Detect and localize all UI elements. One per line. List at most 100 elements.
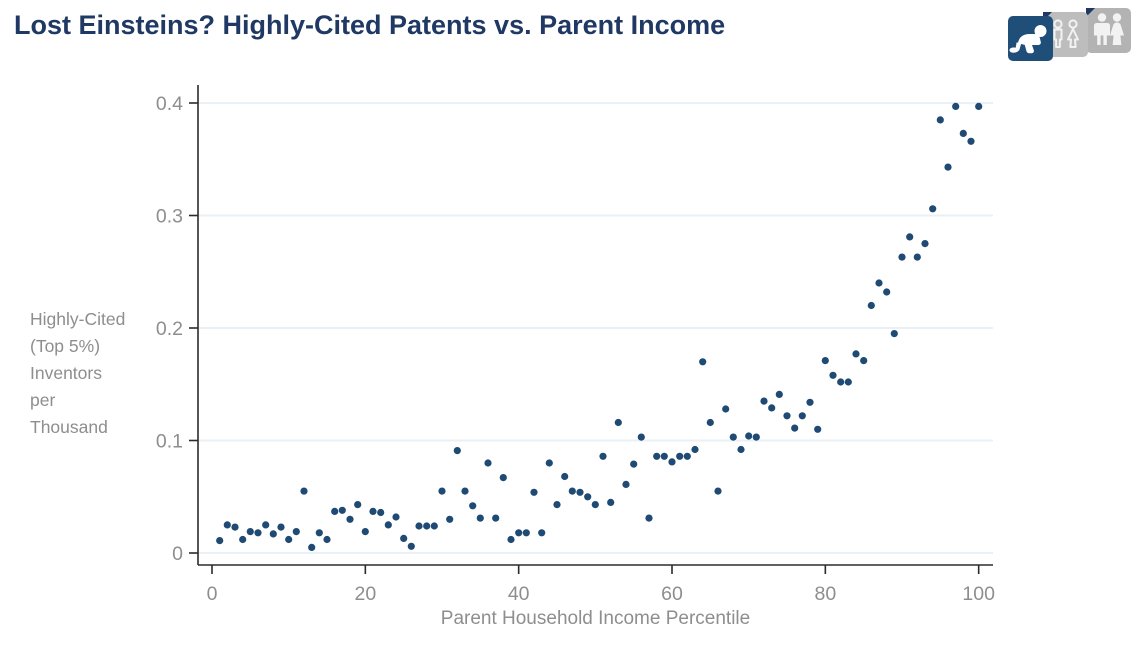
data-point xyxy=(361,528,369,536)
data-point xyxy=(384,521,392,529)
data-point xyxy=(614,418,622,427)
data-point xyxy=(645,514,653,522)
data-point xyxy=(860,357,868,365)
data-point xyxy=(476,514,484,522)
data-point xyxy=(890,330,898,338)
page-title: Lost Einsteins? Highly-Cited Patents vs.… xyxy=(14,10,726,40)
data-point xyxy=(561,472,569,481)
data-point xyxy=(967,137,975,145)
data-point xyxy=(461,487,469,495)
data-point xyxy=(308,543,316,552)
data-point xyxy=(936,116,944,124)
data-point xyxy=(852,350,860,358)
data-point xyxy=(745,432,753,440)
data-point xyxy=(484,459,492,467)
data-point xyxy=(285,535,293,544)
data-point xyxy=(492,514,500,522)
data-point xyxy=(706,418,714,427)
data-point xyxy=(377,508,385,517)
x-axis-label: Parent Household Income Percentile xyxy=(440,608,751,629)
data-point xyxy=(415,522,423,530)
data-point xyxy=(423,522,431,530)
data-point xyxy=(737,445,745,454)
data-point xyxy=(752,433,760,441)
data-point xyxy=(607,498,615,506)
data-point xyxy=(798,412,806,420)
data-point xyxy=(499,474,507,482)
data-point xyxy=(883,288,891,296)
data-point xyxy=(469,502,477,510)
data-point xyxy=(944,163,952,171)
data-point xyxy=(522,529,530,537)
data-point xyxy=(407,542,415,550)
data-point xyxy=(338,506,346,514)
data-point xyxy=(791,424,799,432)
age-group-toggle xyxy=(1005,5,1140,65)
data-point xyxy=(223,521,231,529)
data-point xyxy=(653,452,661,460)
baby-toggle-button[interactable] xyxy=(1008,16,1053,61)
data-point xyxy=(576,488,584,496)
data-point xyxy=(584,493,592,501)
data-point xyxy=(400,534,408,543)
data-point xyxy=(691,445,699,454)
data-point xyxy=(714,487,722,495)
data-point xyxy=(676,452,684,460)
data-point xyxy=(768,404,776,412)
data-point xyxy=(829,371,837,379)
adults-toggle-button[interactable] xyxy=(1086,8,1131,53)
y-tick-label: 0.3 xyxy=(156,206,183,228)
y-axis-label: Highly-Cited (Top 5%) Inventors per Thou… xyxy=(30,309,126,437)
data-point xyxy=(867,301,875,310)
data-point xyxy=(921,240,929,248)
y-tick-label: 0.2 xyxy=(156,318,183,340)
data-point xyxy=(292,528,300,536)
data-point xyxy=(323,535,331,544)
data-point xyxy=(959,129,967,137)
data-point xyxy=(369,507,377,515)
x-tick-label: 100 xyxy=(962,583,995,605)
data-point xyxy=(729,433,737,441)
data-point xyxy=(821,357,829,365)
data-point xyxy=(216,537,224,545)
data-point xyxy=(530,488,538,496)
data-point xyxy=(438,487,446,495)
data-point xyxy=(683,452,691,460)
data-point xyxy=(875,279,883,287)
data-point xyxy=(668,458,676,466)
data-point xyxy=(269,530,277,538)
data-point xyxy=(844,378,852,386)
data-point xyxy=(262,521,270,529)
data-point xyxy=(446,515,454,523)
data-point xyxy=(453,447,461,455)
data-point xyxy=(553,501,561,509)
x-tick-label: 0 xyxy=(207,583,218,605)
data-point xyxy=(599,452,607,460)
data-point xyxy=(814,425,822,433)
data-point xyxy=(837,378,845,386)
y-tick-label: 0 xyxy=(172,543,183,565)
data-point xyxy=(300,487,308,495)
adults-icon xyxy=(1094,13,1124,45)
data-point xyxy=(239,535,247,544)
folded-corner xyxy=(1086,8,1095,17)
data-point xyxy=(315,529,323,537)
x-tick-label: 60 xyxy=(661,583,683,605)
children-icon xyxy=(1053,19,1079,48)
data-point xyxy=(975,102,983,110)
x-tick-label: 80 xyxy=(814,583,836,605)
data-point xyxy=(660,452,668,460)
data-point xyxy=(568,487,576,495)
data-point xyxy=(913,253,921,261)
data-point xyxy=(331,507,339,515)
data-point xyxy=(806,398,814,406)
data-point xyxy=(254,529,262,537)
data-point xyxy=(277,523,285,531)
x-tick-label: 40 xyxy=(508,583,530,605)
data-point xyxy=(392,513,400,521)
x-tick-label: 20 xyxy=(354,583,376,605)
data-point xyxy=(898,253,906,261)
y-tick-label: 0.4 xyxy=(156,93,183,115)
